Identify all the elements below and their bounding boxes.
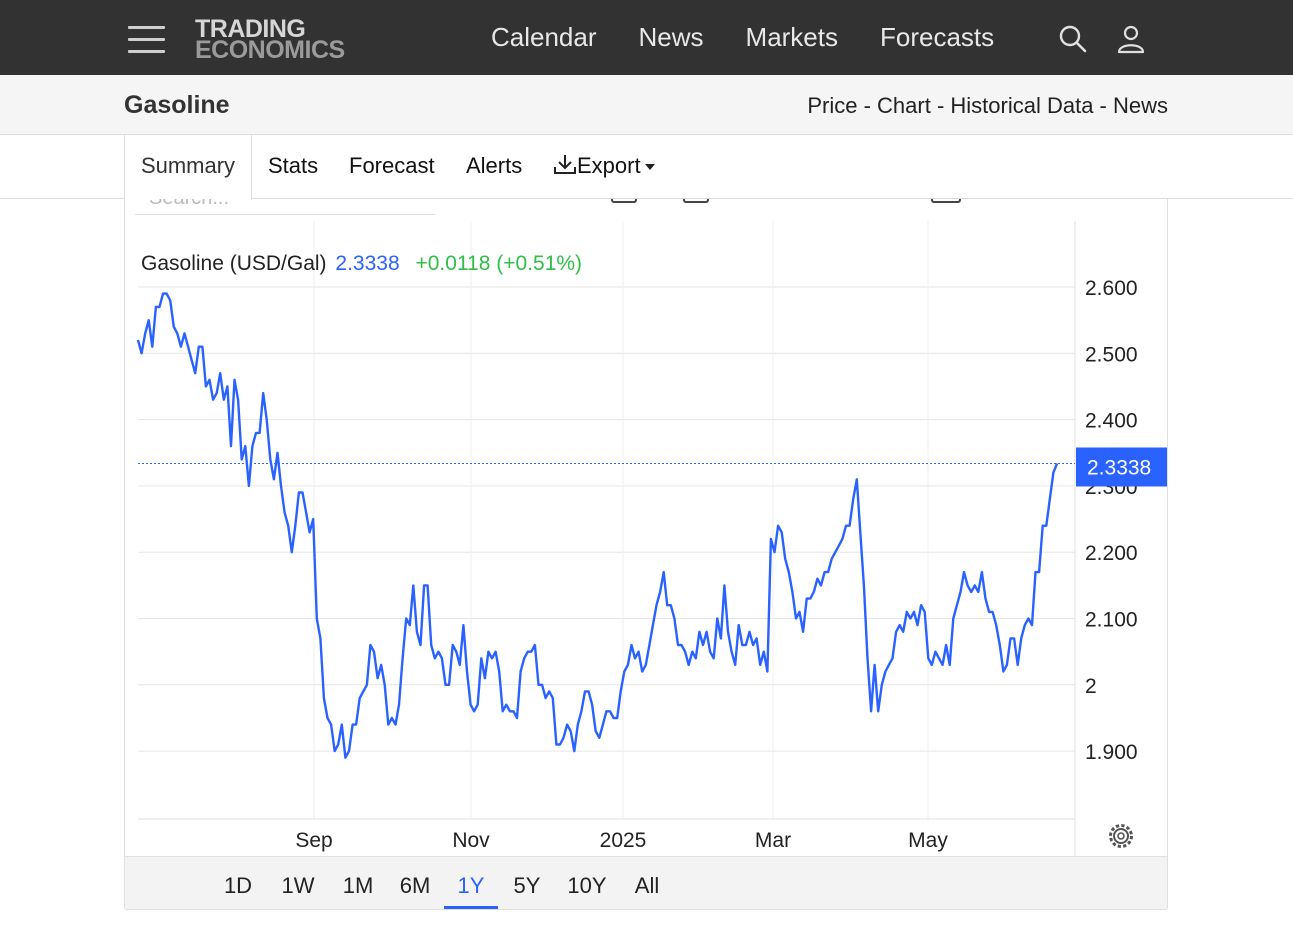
tab-summary[interactable]: Summary xyxy=(124,135,252,200)
y-tick-label: 2.100 xyxy=(1085,609,1138,632)
page-description: Price - Chart - Historical Data - News xyxy=(807,93,1168,118)
chart-toolbar-icon[interactable] xyxy=(931,199,961,203)
range-selector: 1D 1W 1M 6M 1Y 5Y 10Y All xyxy=(125,856,1167,909)
price-series-line xyxy=(136,292,1059,759)
legend-change: +0.0118 (+0.51%) xyxy=(415,252,583,275)
nav-markets[interactable]: Markets xyxy=(745,22,838,52)
tab-stats[interactable]: Stats xyxy=(268,153,319,178)
x-tick-label: Mar xyxy=(755,829,791,852)
main-nav: Calendar News Markets Forecasts xyxy=(491,0,1036,75)
x-tick-label: Nov xyxy=(452,829,490,852)
tab-forecast[interactable]: Forecast xyxy=(349,153,435,178)
range-5y[interactable]: 5Y xyxy=(513,873,541,898)
range-all[interactable]: All xyxy=(634,873,660,898)
legend-price: 2.3338 xyxy=(335,252,400,275)
tab-export[interactable]: Export xyxy=(553,135,655,199)
range-1w[interactable]: 1W xyxy=(281,873,315,898)
chart-toolbar-icon[interactable] xyxy=(611,199,637,203)
x-tick-label: 2025 xyxy=(600,829,647,852)
settings-gear-icon[interactable] xyxy=(1109,824,1133,848)
chart-panel: 2.600 2.500 2.400 2.300 2.200 2.100 2 1.900 Sep… xyxy=(124,199,1168,910)
x-tick-label: May xyxy=(908,829,948,852)
site-logo[interactable]: TRADING ECONOMICS xyxy=(195,15,345,64)
top-navbar: TRADING ECONOMICS Calendar News Markets … xyxy=(0,0,1293,75)
nav-news[interactable]: News xyxy=(638,22,704,52)
last-price-label: 2.3338 xyxy=(1087,456,1151,479)
page-title: Gasoline xyxy=(124,91,230,119)
x-tick-label: Sep xyxy=(295,829,332,852)
search-icon[interactable] xyxy=(1058,24,1088,54)
range-1m[interactable]: 1M xyxy=(342,873,374,898)
tab-bar: Summary Stats Forecast Alerts Export xyxy=(0,135,1293,200)
export-label: Export xyxy=(577,153,641,178)
chart-search-input[interactable]: Search... xyxy=(135,199,435,215)
y-tick-label: 2 xyxy=(1085,675,1097,698)
chart-legend: Gasoline (USD/Gal) 2.3338 +0.0118 (+0.51… xyxy=(141,252,582,276)
range-10y[interactable]: 10Y xyxy=(567,873,607,898)
download-icon xyxy=(554,155,576,174)
y-tick-label: 2.200 xyxy=(1085,542,1138,565)
y-tick-label: 1.900 xyxy=(1085,741,1138,764)
legend-series-name: Gasoline (USD/Gal) xyxy=(141,252,327,275)
range-1y[interactable]: 1Y xyxy=(444,857,498,909)
y-tick-label: 2.500 xyxy=(1085,343,1138,366)
user-account-icon[interactable] xyxy=(1116,24,1146,54)
last-price-badge: 2.3338 xyxy=(1076,447,1167,487)
hamburger-menu-icon[interactable] xyxy=(128,26,165,54)
tab-alerts[interactable]: Alerts xyxy=(466,153,523,178)
nav-forecasts[interactable]: Forecasts xyxy=(880,22,995,52)
y-tick-label: 2.600 xyxy=(1085,277,1138,300)
y-tick-label: 2.400 xyxy=(1085,410,1138,433)
nav-calendar[interactable]: Calendar xyxy=(491,22,597,52)
chart-toolbar-icon[interactable] xyxy=(683,199,709,203)
page-subheader: Gasoline Price - Chart - Historical Data… xyxy=(0,75,1293,135)
range-6m[interactable]: 6M xyxy=(399,873,431,898)
chevron-down-icon xyxy=(644,164,655,171)
range-1d[interactable]: 1D xyxy=(223,873,253,898)
